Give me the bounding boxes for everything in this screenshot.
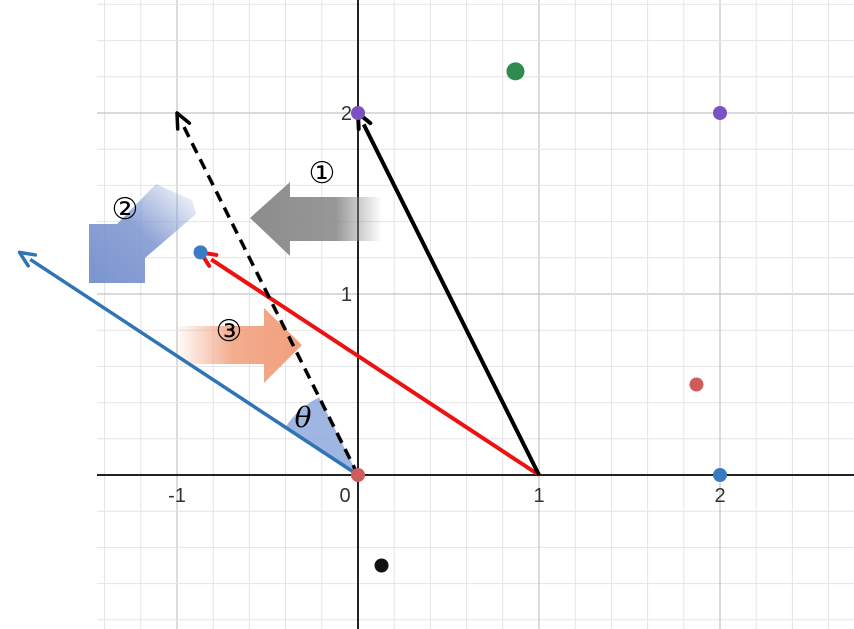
point-purple-2-2	[713, 106, 727, 120]
red-vector	[210, 257, 541, 477]
dashed-black-vector	[181, 123, 360, 476]
axes	[97, 0, 854, 629]
dashed-black-vector-head	[175, 111, 192, 131]
angle-theta-label: θ	[295, 401, 312, 434]
step-arrows	[89, 182, 382, 383]
blue-vector-head	[17, 250, 38, 268]
x-tick-label: 1	[533, 485, 544, 507]
point-red-right	[689, 377, 704, 392]
x-tick-label: 2	[714, 485, 725, 507]
point-blue-left	[193, 245, 208, 260]
point-black	[374, 558, 389, 573]
y-tick-label: 1	[341, 284, 352, 306]
x-tick-label: 0	[339, 485, 350, 507]
step-1-arrow	[250, 182, 382, 256]
step-2-arrow	[89, 184, 196, 283]
step-1-label: ①	[309, 156, 336, 191]
point-green	[506, 62, 525, 81]
black-vector	[361, 123, 541, 476]
points	[193, 62, 727, 573]
point-purple-0-2	[351, 106, 365, 120]
step-3-arrow	[175, 308, 302, 383]
step-3-label: ③	[216, 314, 243, 349]
grid	[97, 0, 854, 629]
angle-theta-wedge	[285, 397, 358, 475]
blue-vector	[29, 257, 359, 477]
point-red-origin	[351, 468, 365, 482]
step-2-label: ②	[112, 192, 139, 227]
x-tick-label: -1	[168, 485, 186, 507]
point-blue-2-0	[713, 468, 727, 482]
y-tick-label: 2	[341, 103, 352, 125]
tick-labels: -1 0 1 2 1 2	[168, 103, 725, 507]
